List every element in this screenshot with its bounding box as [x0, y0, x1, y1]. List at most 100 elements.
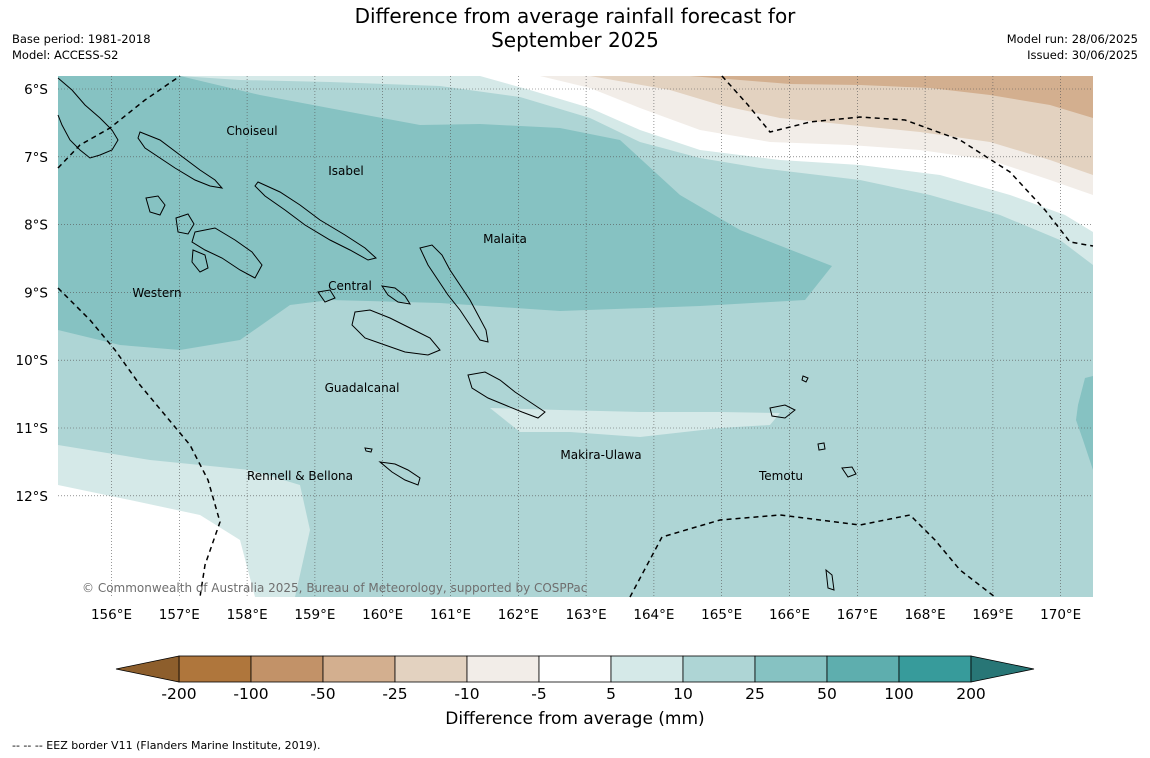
province-label: Rennell & Bellona	[247, 469, 353, 483]
lat-label: 11°S	[16, 421, 49, 437]
map-field	[58, 76, 1093, 597]
lon-label: 158°E	[227, 607, 268, 623]
colorbar-bins	[178, 655, 972, 683]
island-bellona	[364, 447, 373, 453]
lon-label: 165°E	[701, 607, 742, 623]
lon-label: 161°E	[430, 607, 471, 623]
colorbar-tick-labels: -200 -100 -50 -25 -10 -5 5 10 25 50 100 200	[161, 685, 985, 703]
region-minus5-5-southwest	[58, 485, 255, 597]
colorbar-bin	[682, 655, 756, 683]
colorbar-bin	[826, 655, 900, 683]
colorbar-title: Difference from average (mm)	[445, 709, 705, 729]
province-label: Makira-Ulawa	[560, 448, 641, 462]
lon-label: 164°E	[633, 607, 674, 623]
colorbar-tick-label: -25	[382, 685, 407, 703]
longitude-labels: 156°E 157°E 158°E 159°E 160°E 161°E 162°E 163°E…	[91, 607, 1081, 623]
island-rendova	[191, 249, 209, 273]
island-santa-cruz	[769, 404, 796, 419]
lat-label: 9°S	[24, 285, 48, 301]
colorbar-tick-label: 25	[745, 685, 765, 703]
island-florida	[317, 289, 336, 303]
colorbar-high-extend	[970, 655, 1035, 683]
province-label: Temotu	[758, 469, 803, 483]
island-guadalcanal	[351, 309, 441, 356]
island-isabel	[254, 181, 378, 261]
lat-label: 6°S	[24, 82, 48, 98]
colorbar-bin	[466, 655, 540, 683]
eez-border-west	[57, 287, 221, 598]
latitude-labels: 6°S 7°S 8°S 9°S 10°S 11°S 12°S	[16, 82, 49, 505]
lon-label: 163°E	[566, 607, 607, 623]
colorbar-bin	[394, 655, 468, 683]
eez-legend-note: -- -- -- EEZ border V11 (Flanders Marine…	[12, 739, 321, 752]
model-name: Model: ACCESS-S2	[12, 48, 119, 62]
region-minus50-minus25	[690, 76, 1093, 118]
lon-label: 166°E	[769, 607, 810, 623]
chart-title-line2: September 2025	[491, 28, 659, 52]
island-tikopia	[817, 442, 826, 451]
province-label: Isabel	[328, 164, 363, 178]
lat-label: 12°S	[16, 489, 49, 505]
meta-right: Model run: 28/06/2025 Issued: 30/06/2025	[1007, 31, 1138, 63]
region-minus25-minus10	[590, 76, 1093, 175]
colorbar-bin	[538, 655, 612, 683]
island-reef-islands	[801, 375, 809, 383]
colorbar-tick-label: -200	[161, 685, 196, 703]
colorbar-tick-label: 100	[884, 685, 914, 703]
region-5-10-makira	[490, 408, 780, 437]
island-russell	[380, 285, 412, 305]
copyright-text: © Commonwealth of Australia 2025, Bureau…	[82, 581, 587, 595]
colorbar-tick-label: -100	[233, 685, 268, 703]
colorbar-tick-label: -5	[531, 685, 546, 703]
island-makira	[467, 371, 546, 419]
eez-border-northeast	[721, 75, 1094, 247]
province-label: Western	[132, 286, 181, 300]
colorbar-bin	[898, 655, 972, 683]
province-label: Guadalcanal	[325, 381, 400, 395]
colorbar-bin	[178, 655, 252, 683]
base-period: Base period: 1981-2018	[12, 32, 151, 46]
province-labels: Choiseul Isabel Malaita Western Central Guada…	[132, 124, 803, 483]
lon-label: 168°E	[905, 607, 946, 623]
lon-label: 160°E	[362, 607, 403, 623]
lon-label: 157°E	[159, 607, 200, 623]
island-rennell	[378, 461, 421, 486]
lat-label: 10°S	[16, 353, 49, 369]
island-vanikoro	[841, 466, 857, 478]
lon-label: 170°E	[1040, 607, 1081, 623]
region-25-50	[58, 76, 832, 350]
island-malaita	[419, 244, 489, 343]
lat-label: 7°S	[24, 150, 48, 166]
lon-label: 156°E	[91, 607, 132, 623]
region-25-50-east	[1076, 376, 1093, 470]
colorbar-tick-label: 200	[956, 685, 986, 703]
province-label: Malaita	[483, 232, 527, 246]
islands	[57, 77, 857, 591]
colorbar-bin	[322, 655, 396, 683]
rainfall-map: 6°S 7°S 8°S 9°S 10°S 11°S 12°S 156°E 157°E 158°E…	[16, 75, 1094, 623]
lat-label: 8°S	[24, 218, 48, 234]
lon-label: 162°E	[498, 607, 539, 623]
island-kolombangara	[175, 213, 195, 235]
island-new-georgia	[191, 227, 263, 279]
lon-label: 159°E	[294, 607, 335, 623]
colorbar-bin	[754, 655, 828, 683]
province-label: Choiseul	[226, 124, 277, 138]
colorbar-tick-label: 5	[606, 685, 616, 703]
lon-label: 167°E	[837, 607, 878, 623]
colorbar-bin	[250, 655, 324, 683]
colorbar-tick-label: -50	[310, 685, 335, 703]
colorbar: -200 -100 -50 -25 -10 -5 5 10 25 50 100 200	[115, 655, 1035, 703]
lon-label: 169°E	[972, 607, 1013, 623]
colorbar-bin	[610, 655, 684, 683]
province-label: Central	[328, 279, 372, 293]
island-vella-lavella	[145, 195, 166, 216]
colorbar-tick-label: 10	[673, 685, 693, 703]
colorbar-low-extend	[115, 655, 180, 683]
meta-left: Base period: 1981-2018 Model: ACCESS-S2	[12, 31, 151, 63]
island-choiseul	[137, 131, 224, 189]
chart-title-line1: Difference from average rainfall forecas…	[354, 4, 796, 28]
colorbar-tick-label: 50	[817, 685, 837, 703]
island-anuta	[825, 568, 835, 591]
colorbar-tick-label: -10	[454, 685, 479, 703]
